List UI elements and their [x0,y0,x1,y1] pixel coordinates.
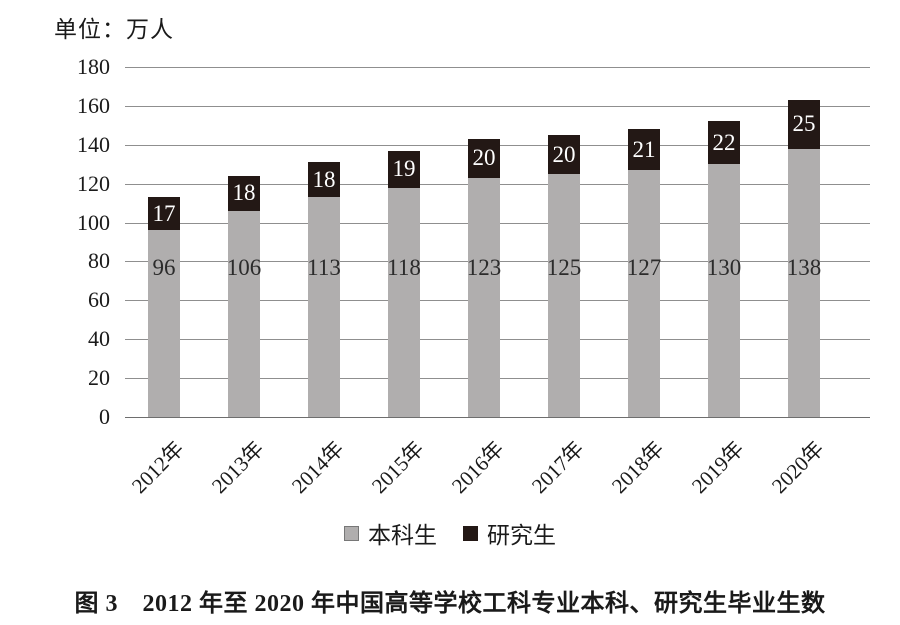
legend-label-undergrad: 本科生 [368,523,437,548]
bar-2018-undergrad-value: 127 [626,255,662,281]
bar-2019-undergrad-segment [708,164,740,417]
legend-item-undergrad: 本科生 [344,516,437,550]
bar-2016-grad-segment [468,138,500,178]
y-tick-label-80: 80 [88,248,110,273]
y-tick-label-180: 180 [77,54,110,79]
y-tick-label-100: 100 [77,210,110,235]
bar-2015-grad-segment [388,150,420,188]
bar-2015-grad-value: 19 [392,156,416,182]
y-tick-label-0: 0 [99,404,110,429]
x-tick-label-2017: 2017年 [526,436,589,499]
x-tick-label-2016: 2016年 [446,436,509,499]
bar-2019-undergrad-value: 130 [706,255,742,281]
bar-2013-grad-segment [228,175,260,211]
bar-2018-grad-segment [628,129,660,171]
x-tick-label-2018: 2018年 [606,436,669,499]
y-tick-label-60: 60 [88,287,110,312]
bar-2012-undergrad-segment [148,230,180,417]
x-tick-label-2020: 2020年 [766,436,829,499]
bar-2014-grad-value: 18 [312,166,336,192]
bar-2020-grad-segment [788,100,820,149]
bar-2017-grad-segment [548,135,580,174]
bar-2017-grad-value: 20 [552,141,576,167]
bar-2013-undergrad-value: 106 [226,255,262,281]
bar-2020-undergrad-segment [788,148,820,417]
x-tick-label-2013: 2013年 [206,436,269,499]
x-tick-label-2014: 2014年 [286,436,349,499]
bar-2020-undergrad-value: 138 [786,255,822,281]
bar-2016-undergrad-segment [468,177,500,417]
y-tick-label-20: 20 [88,365,110,390]
grid-line-180 [125,67,870,68]
y-tick-label-160: 160 [77,93,110,118]
y-tick-label-40: 40 [88,326,110,351]
bar-2013-grad-value: 18 [232,180,256,206]
bar-2014-undergrad-value: 113 [307,255,341,281]
grid-line-160 [125,106,870,107]
bar-2019-grad-segment [708,121,740,165]
legend-swatch-grad-icon [463,525,478,541]
bar-2016-undergrad-value: 123 [466,255,502,281]
unit-label: 单位：万人 [54,17,174,42]
bar-2014-grad-segment [308,162,340,198]
bar-2018-undergrad-segment [628,170,660,417]
bar-2014-undergrad-segment [308,197,340,417]
legend: 本科生 研究生 [0,516,900,550]
bar-2015-undergrad-value: 118 [387,255,421,281]
bar-2018-grad-value: 21 [632,136,656,162]
legend-label-grad: 研究生 [487,523,556,548]
bar-2017-undergrad-segment [548,173,580,417]
bar-2020-grad-value: 25 [792,111,816,137]
grid-line-0 [125,417,870,418]
legend-item-grad: 研究生 [463,516,556,550]
bar-2013-undergrad-segment [228,210,260,417]
y-tick-label-140: 140 [77,132,110,157]
bar-2012-grad-segment [148,197,180,231]
legend-swatch-undergrad-icon [344,525,359,541]
bar-2012-grad-value: 17 [152,200,176,226]
figure-caption: 图 3 2012 年至 2020 年中国高等学校工科专业本科、研究生毕业生数 [74,591,826,617]
bar-2015-undergrad-segment [388,187,420,417]
bar-2019-grad-value: 22 [712,129,736,155]
y-tick-label-120: 120 [77,171,110,196]
bar-2017-undergrad-value: 125 [546,255,582,281]
x-tick-label-2012: 2012年 [126,436,189,499]
x-tick-label-2019: 2019年 [686,436,749,499]
bar-2012-undergrad-value: 96 [152,255,176,281]
bar-2016-grad-value: 20 [472,145,496,171]
x-tick-label-2015: 2015年 [366,436,429,499]
